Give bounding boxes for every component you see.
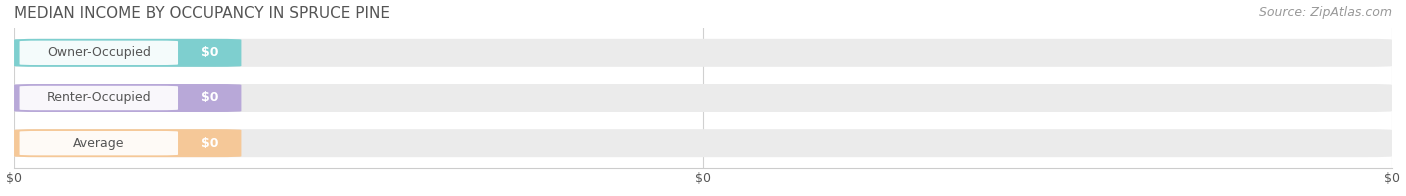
FancyBboxPatch shape — [14, 129, 242, 157]
Text: $0: $0 — [201, 137, 218, 150]
Text: $0: $0 — [201, 46, 218, 59]
Text: Source: ZipAtlas.com: Source: ZipAtlas.com — [1258, 6, 1392, 19]
FancyBboxPatch shape — [20, 41, 179, 65]
FancyBboxPatch shape — [14, 39, 242, 67]
FancyBboxPatch shape — [14, 129, 1392, 157]
Text: Owner-Occupied: Owner-Occupied — [46, 46, 150, 59]
FancyBboxPatch shape — [14, 39, 1392, 67]
Text: MEDIAN INCOME BY OCCUPANCY IN SPRUCE PINE: MEDIAN INCOME BY OCCUPANCY IN SPRUCE PIN… — [14, 6, 389, 21]
Text: $0: $0 — [201, 92, 218, 104]
FancyBboxPatch shape — [14, 84, 1392, 112]
FancyBboxPatch shape — [20, 86, 179, 110]
FancyBboxPatch shape — [14, 84, 242, 112]
Text: Renter-Occupied: Renter-Occupied — [46, 92, 150, 104]
Text: Average: Average — [73, 137, 125, 150]
FancyBboxPatch shape — [20, 131, 179, 155]
